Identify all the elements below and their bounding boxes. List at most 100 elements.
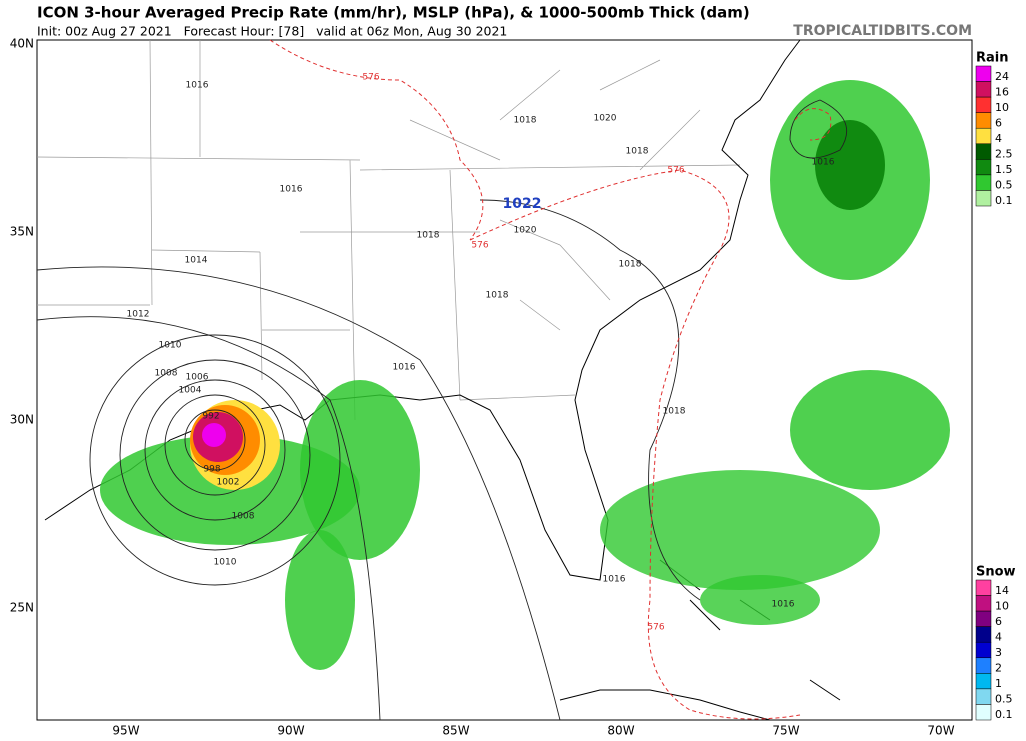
rain-area	[790, 370, 950, 490]
isobar	[789, 99, 848, 159]
isobar-label: 1018	[486, 291, 509, 301]
legend: Rain 24 16 10 6 4 2.5 1.5 0.5 0.1 Snow 14 10 6 4 3 2 1 0.5…	[975, 51, 1016, 721]
isobar-label: 1016	[772, 600, 795, 610]
contour-labels: 1016 1016 1014 1012 1010 1008 1006 1004 1018 1020…	[127, 73, 835, 633]
legend-swatch	[975, 673, 992, 690]
thickness-label: 576	[471, 241, 488, 251]
legend-swatch	[975, 190, 992, 207]
lon-label: 85W	[442, 724, 469, 738]
legend-swatch	[975, 657, 992, 674]
isobar-label: 1018	[514, 116, 537, 126]
rain-area	[202, 423, 226, 447]
legend-label: 2.5	[995, 148, 1013, 161]
isobar	[89, 334, 341, 586]
map: 1016 1016 1014 1012 1010 1008 1006 1004 1018 1020…	[10, 37, 973, 738]
legend-swatch	[975, 143, 992, 160]
isobar-label: 1016	[280, 185, 303, 195]
legend-swatch	[975, 112, 992, 129]
legend-label: 6	[995, 116, 1002, 129]
legend-label: 4	[995, 132, 1002, 145]
lat-label: 35N	[10, 225, 34, 239]
isobar	[119, 359, 311, 551]
isobar-label: 1010	[214, 558, 237, 568]
legend-label: 4	[995, 630, 1002, 643]
isobar-label: 1010	[159, 341, 182, 351]
title: ICON 3-hour Averaged Precip Rate (mm/hr)…	[37, 4, 750, 22]
isobar	[479, 199, 701, 601]
legend-swatch	[975, 579, 992, 596]
lat-label: 40N	[10, 37, 34, 51]
legend-label: 3	[995, 646, 1002, 659]
isobar-label: 1018	[663, 407, 686, 417]
isobar-label: 1018	[417, 231, 440, 241]
thickness-label: 576	[362, 73, 379, 83]
isobars	[36, 99, 848, 721]
isobar-label: 1008	[155, 369, 178, 379]
legend-label: 2	[995, 662, 1002, 675]
rain-area	[100, 435, 360, 545]
legend-swatch	[975, 595, 992, 612]
precip	[100, 80, 950, 670]
legend-label: 0.1	[995, 194, 1013, 207]
isobar-label: 1012	[127, 310, 150, 320]
lon-label: 95W	[112, 724, 139, 738]
state-borders	[36, 39, 741, 421]
legend-label: 0.5	[995, 179, 1013, 192]
isobar-label: 1008	[232, 512, 255, 522]
isobar-label: 1004	[179, 386, 202, 396]
isobar-label: 1002	[217, 478, 240, 488]
lon-label: 75W	[772, 724, 799, 738]
isobar-label: 1016	[186, 81, 209, 91]
coastline	[44, 39, 801, 581]
isobar-label: 992	[202, 412, 219, 422]
legend-swatch	[975, 688, 992, 705]
legend-swatch	[975, 704, 992, 721]
legend-swatch	[975, 81, 992, 98]
isobar	[36, 266, 561, 721]
legend-swatch	[975, 96, 992, 113]
legend-swatch	[975, 626, 992, 643]
legend-label: 6	[995, 615, 1002, 628]
lon-label: 70W	[927, 724, 954, 738]
isobar-label: 998	[203, 465, 220, 475]
legend-swatch	[975, 174, 992, 191]
thickness-576	[794, 108, 832, 141]
rain-area	[285, 530, 355, 670]
brand: TROPICALTIDBITS.COM	[793, 23, 972, 39]
legend-label: 14	[995, 584, 1009, 597]
rain-area	[600, 470, 880, 590]
legend-label: 1	[995, 677, 1002, 690]
isobar	[184, 409, 246, 471]
axis-labels: 40N 35N 30N 25N 95W 90W 85W 80W 75W 70W	[10, 37, 955, 738]
isobar-label: 1016	[812, 158, 835, 168]
legend-swatch	[975, 159, 992, 176]
isobar-label: 1020	[514, 226, 537, 236]
lat-label: 30N	[10, 413, 34, 427]
isobar-label: 1018	[626, 147, 649, 157]
legend-label: 10	[995, 599, 1009, 612]
cuba	[559, 689, 771, 721]
rain-area	[700, 575, 820, 625]
legend-title: Rain	[976, 51, 1009, 66]
legend-label: 10	[995, 101, 1009, 114]
legend-label: 16	[995, 85, 1009, 98]
thickness-label: 576	[647, 623, 664, 633]
isobar-label: 1020	[594, 114, 617, 124]
isobar-label: 1016	[603, 575, 626, 585]
isobar-label: 1016	[393, 363, 416, 373]
legend-swatch	[975, 641, 992, 659]
rain-area	[815, 120, 885, 210]
high-label: 1022	[503, 196, 542, 212]
lon-label: 90W	[277, 724, 304, 738]
isobar-label: 1014	[185, 256, 208, 266]
legend-label: 0.5	[995, 693, 1013, 706]
isobar-label: 1006	[186, 373, 209, 383]
legend-label: 24	[995, 70, 1009, 83]
lon-label: 80W	[607, 724, 634, 738]
isobar-label: 1018	[619, 260, 642, 270]
legend-swatch	[975, 65, 992, 82]
legend-swatch	[975, 610, 992, 627]
legend-title: Snow	[976, 565, 1016, 580]
thickness-576	[269, 39, 801, 720]
